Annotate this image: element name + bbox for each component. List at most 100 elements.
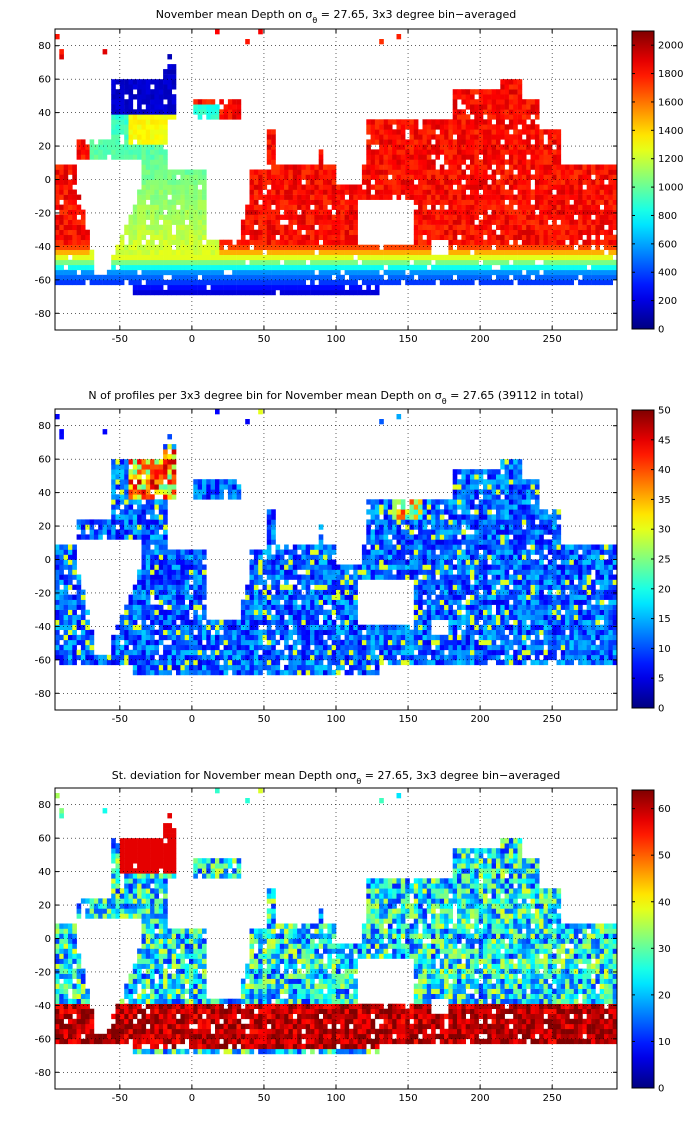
- heatmap-cell: [418, 154, 423, 160]
- heatmap-cell: [284, 234, 289, 241]
- heatmap-cell: [297, 579, 302, 585]
- heatmap-cell: [76, 619, 82, 626]
- heatmap-cell: [245, 659, 250, 666]
- heatmap-cell: [487, 184, 492, 190]
- heatmap-cell: [253, 604, 259, 610]
- heatmap-cell: [245, 204, 250, 210]
- heatmap-cell: [318, 524, 324, 530]
- heatmap-cell: [59, 169, 64, 175]
- heatmap-cell: [158, 149, 164, 155]
- heatmap-cell: [145, 184, 151, 190]
- heatmap-cell: [565, 229, 570, 236]
- heatmap-cell: [253, 549, 259, 555]
- heatmap-cell: [163, 539, 168, 545]
- heatmap-cell: [396, 124, 402, 130]
- heatmap-cell: [266, 249, 272, 256]
- heatmap-cell: [171, 179, 177, 185]
- heatmap-cell: [249, 274, 255, 281]
- heatmap-cell: [245, 39, 250, 45]
- heatmap-cell: [275, 664, 281, 671]
- heatmap-cell: [163, 199, 168, 205]
- heatmap-cell: [491, 99, 497, 105]
- heatmap-cell: [327, 589, 333, 595]
- heatmap-cell: [474, 224, 479, 231]
- heatmap-cell: [124, 104, 129, 110]
- heatmap-cell: [253, 179, 259, 185]
- heatmap-cell: [223, 479, 229, 485]
- heatmap-cell: [150, 274, 155, 281]
- heatmap-cell: [145, 94, 151, 100]
- heatmap-cell: [297, 594, 302, 600]
- heatmap-cell: [154, 194, 160, 200]
- heatmap-cell: [93, 654, 99, 661]
- heatmap-cell: [491, 134, 497, 140]
- heatmap-cell: [137, 499, 142, 505]
- heatmap-cell: [560, 169, 566, 175]
- heatmap-cell: [176, 244, 181, 251]
- heatmap-cell: [202, 554, 207, 560]
- heatmap-cell: [465, 144, 471, 150]
- heatmap-cell: [63, 269, 69, 276]
- heatmap-cell: [370, 134, 376, 140]
- heatmap-cell: [219, 639, 224, 646]
- heatmap-cell: [305, 254, 311, 261]
- heatmap-cell: [383, 154, 389, 160]
- heatmap-cell: [176, 254, 181, 261]
- heatmap-cell: [418, 194, 423, 200]
- heatmap-cell: [530, 249, 536, 256]
- heatmap-cell: [158, 639, 164, 646]
- heatmap-cell: [145, 124, 151, 130]
- heatmap-cell: [474, 214, 479, 220]
- heatmap-cell: [439, 194, 445, 200]
- heatmap-cell: [387, 179, 393, 185]
- heatmap-cell: [539, 199, 544, 205]
- heatmap-cell: [513, 184, 518, 190]
- heatmap-cell: [253, 569, 259, 575]
- heatmap-cell: [215, 104, 220, 110]
- heatmap-cell: [167, 464, 173, 470]
- heatmap-cell: [478, 194, 484, 200]
- heatmap-cell: [262, 194, 268, 200]
- heatmap-cell: [232, 644, 237, 651]
- heatmap-cell: [448, 169, 454, 175]
- heatmap-cell: [301, 664, 307, 671]
- heatmap-cell: [457, 179, 462, 185]
- heatmap-cell: [361, 174, 367, 180]
- heatmap-cell: [344, 574, 350, 580]
- heatmap-cell: [85, 154, 90, 160]
- heatmap-cell: [439, 169, 445, 175]
- heatmap-cell: [76, 249, 82, 256]
- heatmap-cell: [163, 584, 168, 590]
- heatmap-cell: [530, 124, 536, 130]
- heatmap-cell: [111, 634, 116, 641]
- heatmap-cell: [145, 534, 151, 540]
- heatmap-cell: [413, 174, 419, 180]
- heatmap-cell: [197, 194, 203, 200]
- heatmap-cell: [262, 279, 268, 286]
- heatmap-cell: [279, 169, 285, 175]
- heatmap-cell: [297, 609, 302, 616]
- heatmap-cell: [102, 524, 108, 530]
- heatmap-cell: [80, 589, 86, 595]
- heatmap-cell: [115, 459, 121, 465]
- heatmap-cell: [374, 279, 380, 286]
- heatmap-cell: [262, 559, 268, 565]
- heatmap-cell: [435, 169, 441, 175]
- heatmap-cell: [340, 639, 345, 646]
- heatmap-cell: [556, 174, 562, 180]
- heatmap-cell: [98, 519, 103, 525]
- heatmap-cell: [530, 154, 536, 160]
- heatmap-cell: [310, 199, 315, 205]
- heatmap-cell: [448, 249, 454, 256]
- heatmap-cell: [55, 34, 60, 40]
- heatmap-cell: [370, 254, 376, 261]
- heatmap-cell: [370, 274, 376, 281]
- heatmap-cell: [202, 104, 207, 110]
- heatmap-cell: [327, 659, 333, 666]
- heatmap-cell: [271, 159, 276, 165]
- heatmap-cell: [439, 224, 445, 231]
- heatmap-cell: [448, 274, 454, 281]
- heatmap-cell: [111, 119, 116, 125]
- heatmap-cell: [219, 244, 224, 251]
- heatmap-cell: [327, 224, 333, 231]
